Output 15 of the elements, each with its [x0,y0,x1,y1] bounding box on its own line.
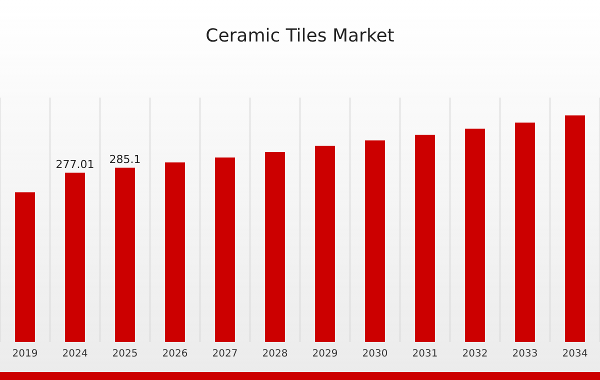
x-tick-label: 2019 [12,348,38,360]
x-tick-label: 2029 [312,348,338,360]
data-label: 277.01 [56,158,94,172]
x-tick-label: 2030 [362,348,388,360]
chart-title: Ceramic Tiles Market [206,25,394,46]
x-tick-label: 2033 [512,348,538,360]
x-tick-label: 2031 [412,348,438,360]
x-tick-label: 2024 [62,348,88,360]
data-label: 285.1 [109,153,141,166]
x-tick-label: 2034 [562,348,588,360]
x-tick-label: 2027 [212,348,238,360]
x-tick-label: 2032 [462,348,488,360]
x-tick-label: 2025 [112,348,138,360]
x-tick-label: 2028 [262,348,288,360]
x-tick-label: 2026 [162,348,188,360]
